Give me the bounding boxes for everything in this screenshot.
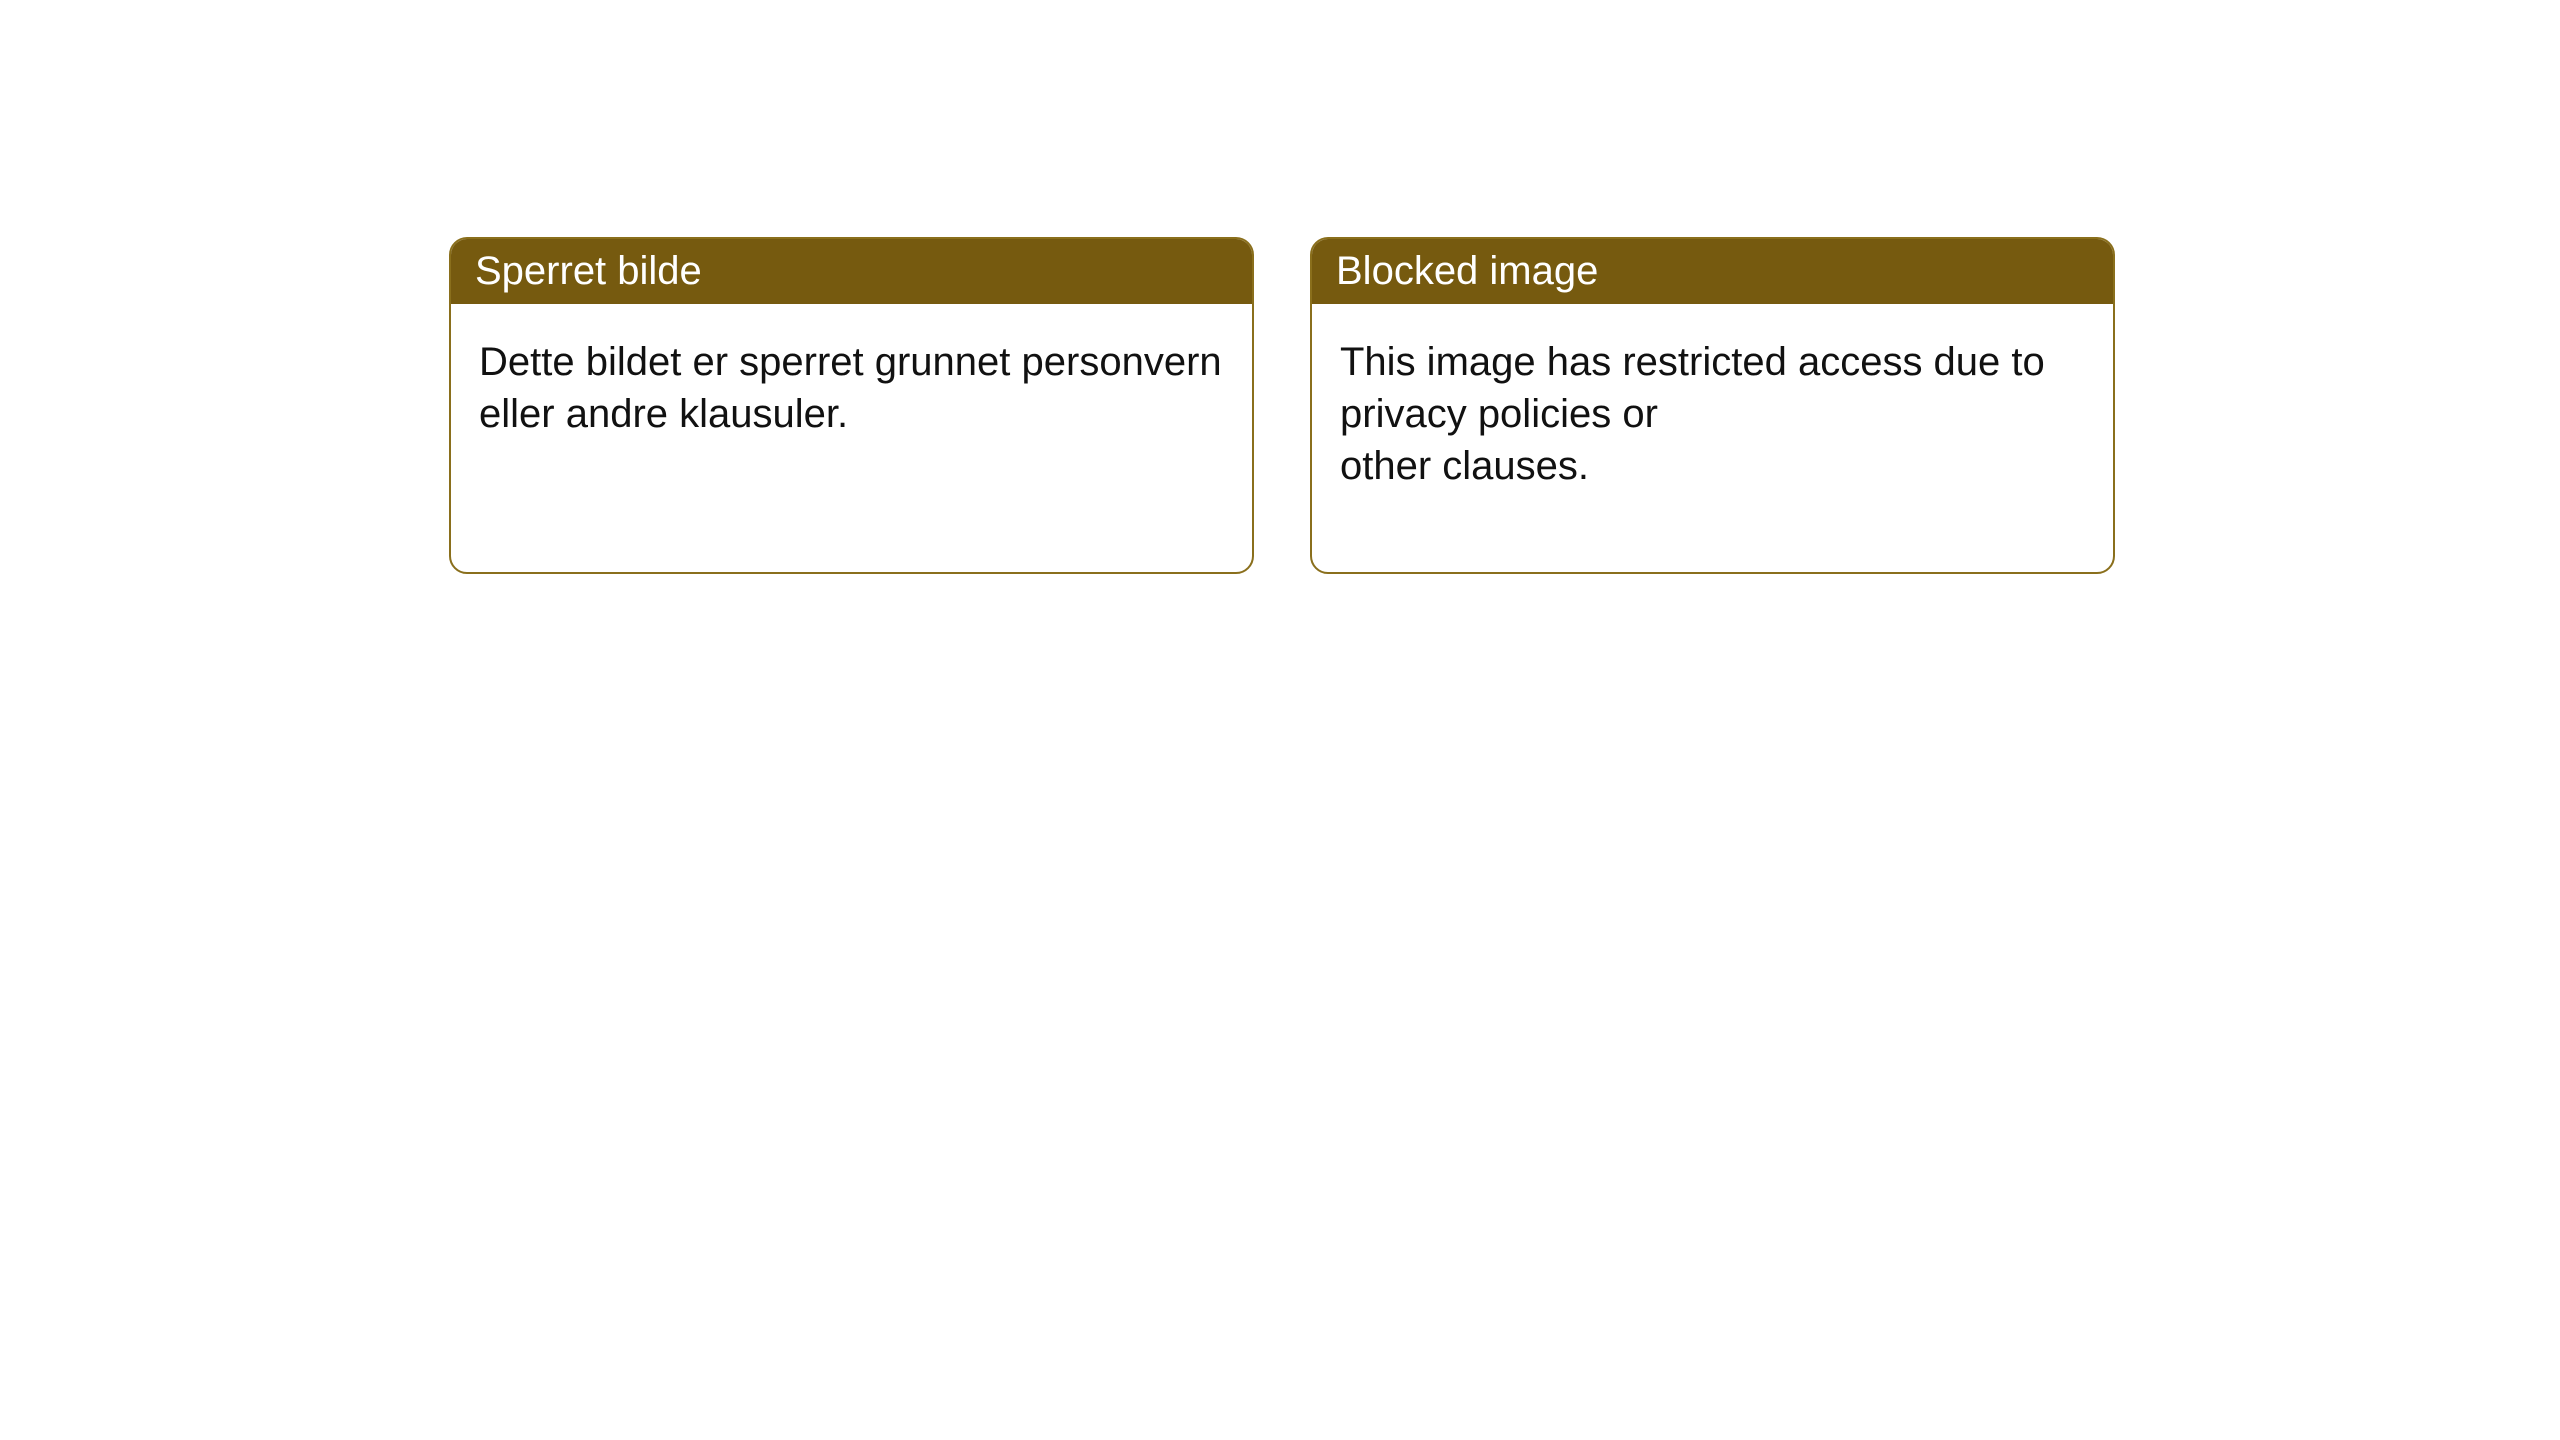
notice-card-no: Sperret bilde Dette bildet er sperret gr… xyxy=(449,237,1254,574)
notice-body-en: This image has restricted access due to … xyxy=(1312,304,2113,572)
notice-card-header-en: Blocked image xyxy=(1312,239,2113,304)
notice-body-no: Dette bildet er sperret grunnet personve… xyxy=(451,304,1252,572)
notice-container: Sperret bilde Dette bildet er sperret gr… xyxy=(0,0,2560,574)
notice-card-header-no: Sperret bilde xyxy=(451,239,1252,304)
notice-title-no: Sperret bilde xyxy=(475,249,702,293)
notice-card-en: Blocked image This image has restricted … xyxy=(1310,237,2115,574)
notice-title-en: Blocked image xyxy=(1336,249,1598,293)
